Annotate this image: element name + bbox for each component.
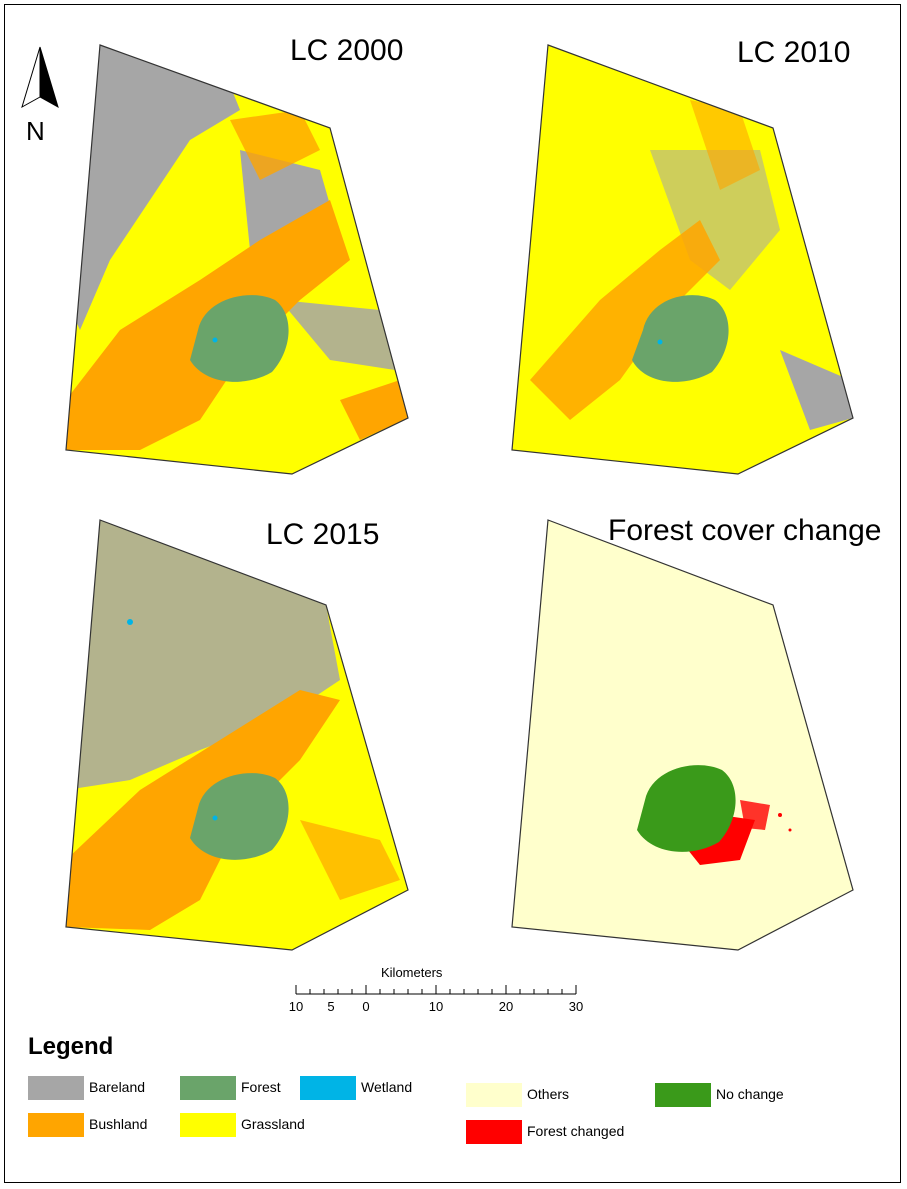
map-lc2000 — [66, 45, 408, 474]
title-lc2000: LC 2000 — [290, 34, 404, 67]
map-forest-change — [512, 520, 853, 950]
legend-label: Wetland — [361, 1079, 413, 1095]
legend-label: No change — [716, 1086, 784, 1102]
legend-swatch — [466, 1120, 522, 1144]
map-frame — [4, 4, 901, 1183]
legend-label: Bareland — [89, 1079, 146, 1095]
legend-swatch — [180, 1113, 236, 1137]
legend-swatch — [28, 1076, 84, 1100]
scale-tick-label: 20 — [498, 999, 514, 1014]
north-arrow-icon — [21, 46, 59, 109]
scale-title: Kilometers — [381, 965, 443, 980]
scale-tick-label: 30 — [568, 999, 584, 1014]
legend-label: Others — [527, 1086, 570, 1102]
legend-label: Forest changed — [527, 1123, 625, 1139]
legend-label: Forest — [241, 1079, 281, 1095]
scale-tick-label: 5 — [327, 999, 335, 1014]
north-label: N — [26, 116, 45, 146]
legend-title: Legend — [28, 1033, 114, 1060]
scale-tick-label: 0 — [362, 999, 370, 1014]
map-lc2015 — [66, 520, 408, 950]
title-lc2010: LC 2010 — [737, 36, 851, 69]
legend-label: Bushland — [89, 1116, 148, 1132]
scale-tick-label: 10 — [288, 999, 304, 1014]
title-forest-change: Forest cover change — [608, 514, 882, 547]
legend-swatch — [300, 1076, 356, 1100]
legend-swatch — [180, 1076, 236, 1100]
scale-bar — [295, 985, 577, 995]
title-lc2015: LC 2015 — [266, 518, 380, 551]
legend-swatch — [28, 1113, 84, 1137]
legend-swatch — [655, 1083, 711, 1107]
legend-label: Grassland — [241, 1116, 305, 1132]
scale-tick-label: 10 — [428, 999, 444, 1014]
legend-swatch — [466, 1083, 522, 1107]
map-lc2010 — [512, 45, 853, 474]
